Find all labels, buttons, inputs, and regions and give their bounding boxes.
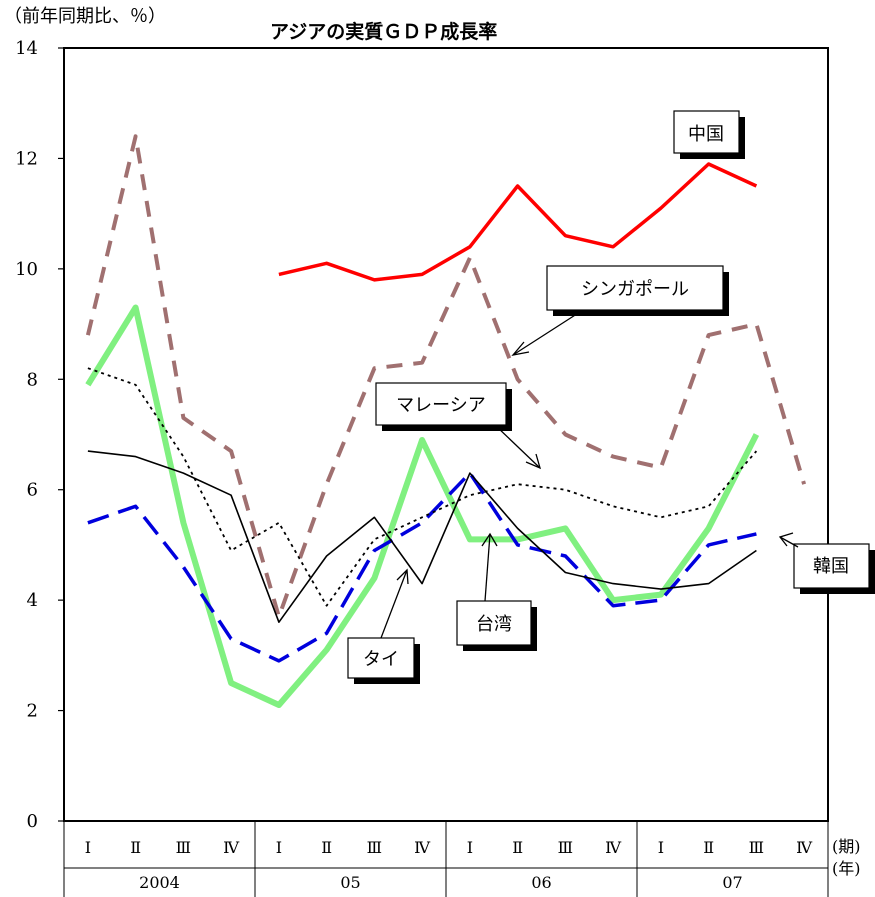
x-tick-label-quarter: Ⅲ [176, 838, 191, 857]
y-tick-label: 8 [27, 369, 38, 390]
x-tick-label-quarter: Ⅳ [223, 838, 240, 857]
label-china-text: 中国 [688, 124, 724, 145]
x-tick-label-year: 05 [340, 873, 360, 892]
x-tick-label-quarter: Ⅰ [467, 838, 473, 857]
chart-title: アジアの実質ＧＤＰ成長率 [270, 20, 497, 43]
x-tick-label-year: 2004 [139, 873, 180, 892]
label-china: 中国 [673, 110, 745, 159]
label-korea: 韓国 [793, 543, 875, 594]
series-line-0 [278, 162, 758, 282]
x-tick-label-quarter: Ⅰ [85, 838, 91, 857]
x-tick-label-quarter: Ⅰ [658, 838, 664, 857]
label-malaysia: マレーシア [375, 382, 512, 431]
x-tick-label-quarter: Ⅳ [605, 838, 622, 857]
y-tick-label: 4 [27, 590, 38, 611]
y-tick-label: 6 [27, 480, 38, 501]
label-malaysia-text: マレーシア [396, 395, 486, 416]
x-tick-label-quarter: Ⅳ [414, 838, 431, 857]
series-lines [85, 134, 807, 708]
x-tick-label-year: 07 [722, 873, 742, 892]
y-axis-unit-label: （前年同期比、％） [4, 6, 166, 27]
label-korea-text: 韓国 [813, 556, 849, 577]
y-tick-label: 12 [15, 148, 38, 169]
x-tick-label-quarter: Ⅱ [512, 838, 523, 857]
x-tick-label-year: 06 [531, 873, 551, 892]
label-singapore-text: シンガポール [581, 279, 689, 300]
series-line-2 [87, 367, 758, 607]
arrow-korea [778, 532, 799, 548]
label-thai-text: タイ [363, 649, 399, 670]
x-tick-label-quarter: Ⅱ [703, 838, 714, 857]
arrow-taiwan [481, 532, 498, 602]
x-tick-label-quarter: Ⅰ [276, 838, 282, 857]
label-singapore: シンガポール [546, 265, 729, 316]
y-tick-label: 0 [27, 811, 38, 832]
x-tick-label-quarter: Ⅱ [130, 838, 141, 857]
x-tick-label-quarter: Ⅲ [558, 838, 573, 857]
x-tick-label-quarter: Ⅲ [367, 838, 382, 857]
x-axis-year-unit: (年) [832, 859, 861, 878]
label-taiwan: 台湾 [456, 600, 537, 651]
series-line-3 [87, 450, 757, 624]
y-tick-label: 2 [27, 701, 38, 722]
series-line-4 [87, 471, 757, 663]
plot-area-frame [63, 47, 829, 822]
y-tick-label: 14 [15, 38, 38, 59]
x-axis-quarter-unit: (期) [832, 837, 861, 856]
series-line-5 [85, 304, 760, 708]
label-thai: タイ [347, 637, 420, 684]
series-line-1 [85, 134, 807, 619]
y-axis-ticks: 0 2 4 6 8 10 12 14 [15, 38, 64, 832]
x-tick-label-quarter: Ⅱ [321, 838, 332, 857]
arrow-thai [380, 568, 409, 639]
arrow-malaysia [494, 424, 542, 470]
y-tick-label: 10 [15, 259, 38, 280]
x-axis: Ⅰ Ⅱ Ⅲ Ⅳ Ⅰ Ⅱ Ⅲ Ⅳ Ⅰ Ⅱ Ⅲ Ⅳ Ⅰ Ⅱ Ⅲ Ⅳ 2004 05 06 07 (期) (年) [63, 821, 861, 897]
arrow-singapore [511, 309, 584, 356]
x-tick-label-quarter: Ⅲ [749, 838, 764, 857]
x-tick-label-quarter: Ⅳ [796, 838, 813, 857]
label-taiwan-text: 台湾 [476, 614, 512, 635]
